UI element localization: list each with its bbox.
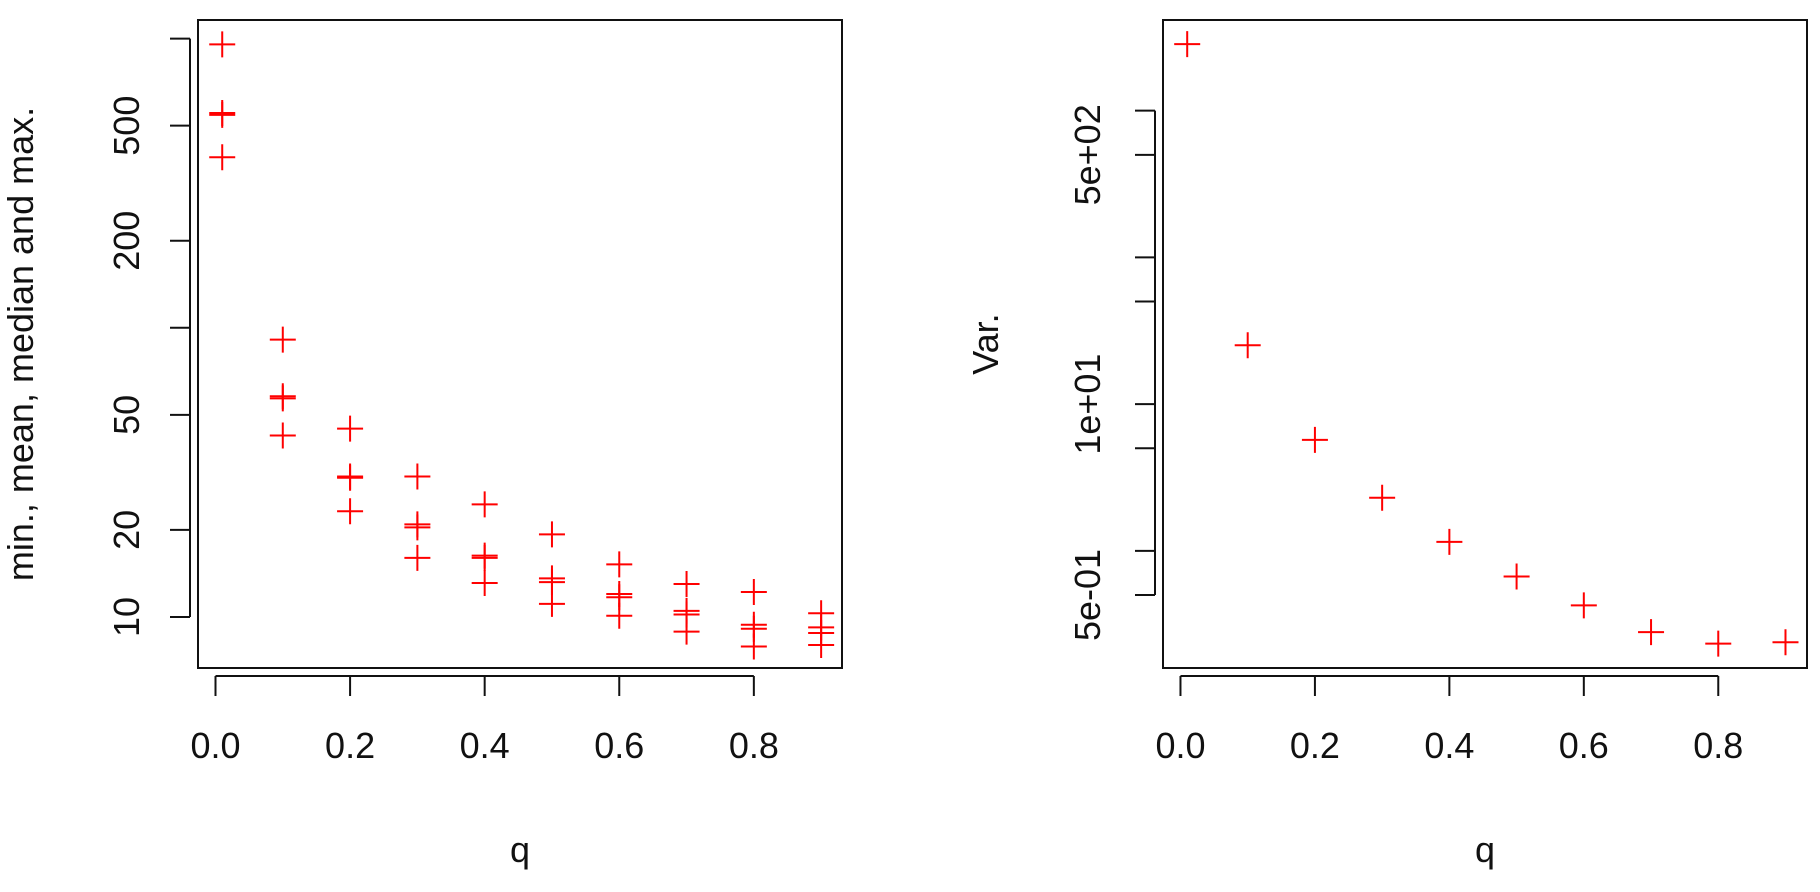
x-tick-label: 0.2: [1290, 725, 1340, 766]
point: [538, 521, 565, 548]
x-tick-label: 0.2: [325, 725, 375, 766]
point: [1503, 563, 1530, 590]
point: [404, 544, 431, 571]
point: [538, 569, 565, 596]
point: [1234, 332, 1261, 359]
point: [337, 415, 364, 442]
y-tick-label: 20: [106, 510, 147, 550]
x-tick-label: 0.0: [1155, 725, 1205, 766]
point: [673, 618, 700, 645]
y-tick-label: 5e+02: [1067, 104, 1108, 205]
x-tick-label: 0.8: [1693, 725, 1743, 766]
y-tick-label: 500: [106, 96, 147, 156]
point: [269, 326, 296, 353]
point: [1638, 619, 1665, 646]
point: [209, 31, 236, 58]
x-tick-label: 0.8: [729, 725, 779, 766]
x-tick-label: 0.4: [1424, 725, 1474, 766]
point: [1772, 629, 1799, 656]
point: [740, 633, 767, 660]
point: [1705, 630, 1732, 657]
point: [808, 631, 835, 658]
point: [471, 491, 498, 518]
y-tick-label: 1e+01: [1067, 354, 1108, 455]
point: [673, 571, 700, 598]
x-tick-label: 0.6: [594, 725, 644, 766]
point: [337, 498, 364, 525]
x-tick-label: 0.4: [460, 725, 510, 766]
point: [337, 464, 364, 491]
y-tick-label: 5e-01: [1067, 549, 1108, 641]
point: [471, 544, 498, 571]
x-tick-label: 0.0: [190, 725, 240, 766]
point: [1369, 484, 1396, 511]
y-axis-title: Var.: [965, 313, 1006, 374]
point: [404, 463, 431, 490]
plot-box: [1162, 19, 1808, 669]
point: [606, 551, 633, 578]
x-axis-title: q: [1475, 829, 1495, 870]
point: [209, 101, 236, 128]
point: [1436, 528, 1463, 555]
point: [740, 578, 767, 605]
point: [1174, 31, 1201, 58]
point: [538, 590, 565, 617]
x-tick-label: 0.6: [1559, 725, 1609, 766]
plot-box: [197, 19, 843, 669]
point: [471, 570, 498, 597]
point: [269, 422, 296, 449]
point: [606, 602, 633, 629]
point: [1301, 426, 1328, 453]
x-axis-title: q: [510, 829, 530, 870]
point: [404, 514, 431, 541]
point: [1570, 592, 1597, 619]
point: [269, 385, 296, 412]
y-tick-label: 200: [106, 211, 147, 271]
point: [209, 144, 236, 171]
y-axis-title: min., mean, median and max.: [0, 107, 41, 581]
y-tick-label: 10: [106, 597, 147, 637]
y-tick-label: 50: [106, 395, 147, 435]
